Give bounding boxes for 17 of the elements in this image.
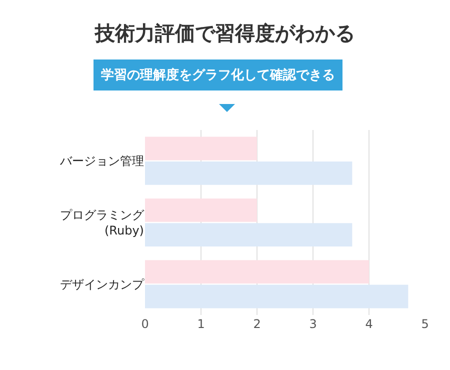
x-tick-label: 3 bbox=[309, 317, 317, 331]
chart-subtitle: 学習の理解度をグラフ化して確認できる bbox=[101, 67, 335, 83]
x-tick-label: 1 bbox=[197, 317, 205, 331]
y-tick-label: デザインカンプ bbox=[60, 277, 145, 292]
bar bbox=[145, 161, 352, 185]
bar bbox=[145, 136, 257, 160]
x-tick-label: 4 bbox=[365, 317, 373, 331]
x-tick-label: 2 bbox=[253, 317, 261, 331]
x-tick-label: 0 bbox=[141, 317, 149, 331]
y-tick-label: プログラミング (Ruby) bbox=[60, 208, 145, 238]
chart-title: 技術力評価で習得度がわかる bbox=[94, 20, 355, 45]
bar bbox=[145, 284, 408, 308]
x-tick-label: 5 bbox=[421, 317, 429, 331]
y-tick-label: バージョン管理 bbox=[59, 154, 144, 168]
bar bbox=[145, 198, 257, 222]
bar bbox=[145, 223, 352, 247]
bar bbox=[145, 260, 369, 284]
